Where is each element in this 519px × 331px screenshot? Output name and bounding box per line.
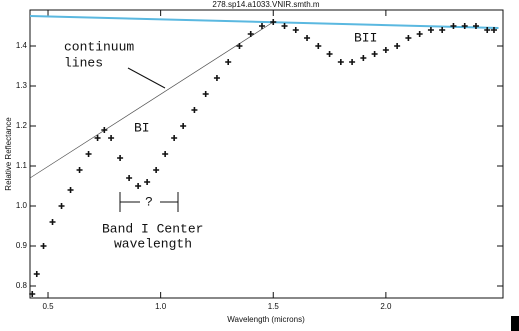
data-point (427, 27, 434, 33)
data-point (416, 31, 423, 37)
data-point (349, 59, 356, 65)
y-tick-label: 0.9 (16, 241, 28, 250)
y-tick-label: 1.1 (16, 161, 28, 170)
data-point (162, 151, 169, 157)
data-point (247, 31, 254, 37)
data-point (258, 23, 265, 29)
data-point (94, 135, 101, 141)
plot-frame (29, 9, 504, 299)
data-point (213, 75, 220, 81)
x-axis-label: Wavelength (microns) (227, 315, 305, 324)
data-point (85, 151, 92, 157)
pointer (127, 67, 166, 89)
data-point (394, 43, 401, 49)
data-point (153, 167, 160, 173)
x-tick-label: 1.5 (268, 302, 280, 311)
data-point (472, 23, 479, 29)
chart-title: 278.sp14.a1033.VNIR.smth.m (212, 0, 320, 9)
data-point (225, 59, 232, 65)
annotation: Band I Center (102, 221, 203, 236)
data-point (40, 243, 47, 249)
corner-block (511, 316, 519, 331)
data-point (326, 51, 333, 57)
y-tick-label: 1.0 (16, 201, 28, 210)
data-point (180, 123, 187, 129)
data-point (450, 23, 457, 29)
data-point (144, 179, 151, 185)
data-point (49, 219, 56, 225)
data-point (360, 55, 367, 61)
annotation: BII (354, 30, 377, 45)
data-point (108, 135, 115, 141)
data-point (315, 43, 322, 49)
data-point (126, 175, 133, 181)
y-tick-label: 0.8 (16, 281, 28, 290)
data-point (202, 91, 209, 97)
data-point (236, 43, 243, 49)
annotation: ? (145, 194, 153, 209)
data-point (76, 167, 83, 173)
annotation: wavelength (114, 236, 192, 251)
data-point (29, 291, 36, 297)
data-point (490, 27, 497, 33)
data-point (67, 187, 74, 193)
y-tick-label: 1.2 (16, 121, 28, 130)
x-tick-label: 0.5 (42, 302, 54, 311)
data-point (117, 155, 124, 161)
x-tick-label: 1.0 (155, 302, 167, 311)
data-point (101, 127, 108, 133)
data-point (405, 35, 412, 41)
annotation: lines (64, 55, 103, 70)
data-point (382, 47, 389, 53)
data-point (58, 203, 65, 209)
data-point (304, 35, 311, 41)
data-point (281, 23, 288, 29)
data-point (484, 27, 491, 33)
annotation: BI (134, 120, 150, 135)
data-point (270, 19, 277, 25)
y-tick-label: 1.4 (16, 41, 28, 50)
data-point (371, 51, 378, 57)
continuum-line (29, 21, 274, 179)
data-point (292, 27, 299, 33)
data-point (135, 183, 142, 189)
data-point (171, 135, 178, 141)
data-point (191, 107, 198, 113)
data-point (33, 271, 40, 277)
annotation: continuum (64, 39, 134, 54)
y-tick-label: 1.3 (16, 81, 28, 90)
data-point (439, 27, 446, 33)
x-tick-label: 2.0 (380, 302, 392, 311)
data-point (461, 23, 468, 29)
data-point (337, 59, 344, 65)
y-axis-label: Relative Reflectance (4, 117, 13, 191)
continuum-line (29, 15, 499, 29)
